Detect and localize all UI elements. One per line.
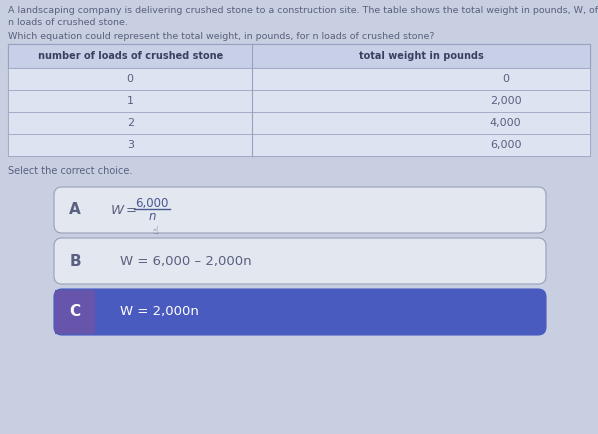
FancyBboxPatch shape [54, 289, 546, 335]
Bar [8, 44, 590, 68]
Bar [55, 290, 95, 334]
Bar [8, 68, 590, 90]
Text: A: A [69, 203, 81, 217]
Text: total weight in pounds: total weight in pounds [359, 51, 484, 61]
Text: B: B [69, 253, 81, 269]
Bar [8, 44, 590, 156]
Text: n loads of crushed stone.: n loads of crushed stone. [8, 18, 128, 27]
Text: ☝: ☝ [152, 226, 158, 236]
Text: W = 6,000 – 2,000n: W = 6,000 – 2,000n [120, 254, 252, 267]
Text: W = 2,000n: W = 2,000n [120, 306, 199, 319]
Text: n: n [148, 210, 155, 224]
Bar [8, 112, 590, 134]
FancyBboxPatch shape [54, 187, 546, 233]
Text: 0: 0 [502, 74, 509, 84]
Text: A landscaping company is delivering crushed stone to a construction site. The ta: A landscaping company is delivering crus… [8, 6, 598, 15]
Bar [8, 134, 590, 156]
Text: 4,000: 4,000 [490, 118, 521, 128]
Text: Which equation could represent the total weight, in pounds, for n loads of crush: Which equation could represent the total… [8, 32, 435, 41]
Text: 6,000: 6,000 [490, 140, 521, 150]
Text: number of loads of crushed stone: number of loads of crushed stone [38, 51, 223, 61]
FancyBboxPatch shape [54, 238, 546, 284]
Text: 2: 2 [127, 118, 134, 128]
Text: 2,000: 2,000 [490, 96, 521, 106]
Text: C: C [69, 305, 81, 319]
Text: Select the correct choice.: Select the correct choice. [8, 166, 132, 176]
Text: 6,000: 6,000 [135, 197, 169, 210]
Bar [8, 90, 590, 112]
Text: 0: 0 [127, 74, 134, 84]
Text: 1: 1 [127, 96, 134, 106]
Text: 3: 3 [127, 140, 134, 150]
Text: $W=$: $W=$ [110, 204, 138, 217]
